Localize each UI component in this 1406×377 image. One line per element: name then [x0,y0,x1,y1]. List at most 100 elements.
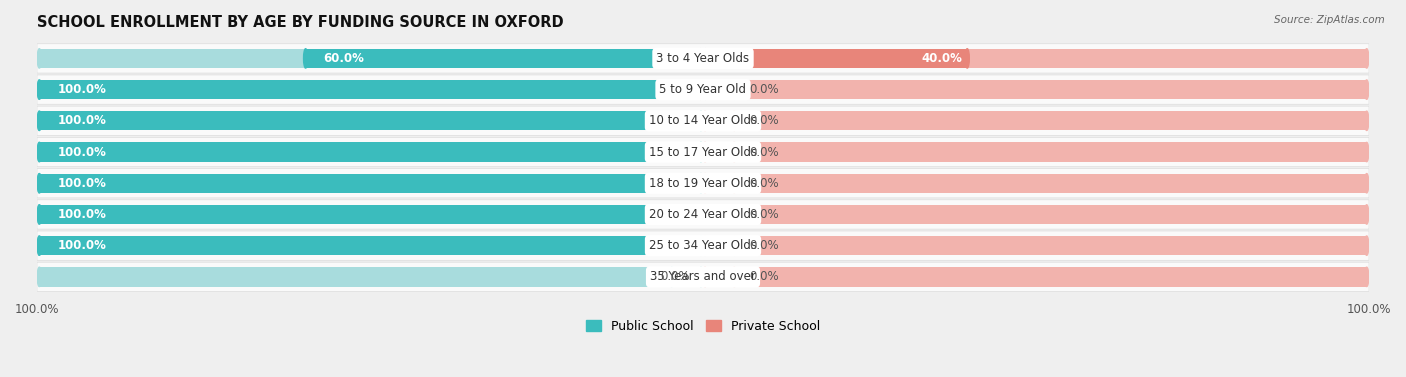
Circle shape [699,173,703,193]
Bar [39,205,702,224]
Text: 60.0%: 60.0% [323,52,364,65]
Circle shape [1365,205,1369,224]
Bar [305,49,702,68]
Circle shape [703,49,707,68]
Bar [39,80,702,99]
Bar [704,143,734,162]
Circle shape [965,49,969,68]
Bar [39,236,702,255]
Circle shape [37,236,41,255]
Circle shape [703,80,707,99]
Bar [704,80,1367,99]
Text: 10 to 14 Year Olds: 10 to 14 Year Olds [650,114,756,127]
Bar [704,267,734,287]
Text: 100.0%: 100.0% [58,146,105,158]
Bar [704,173,1367,193]
FancyBboxPatch shape [37,169,1369,198]
Text: 40.0%: 40.0% [922,52,963,65]
Circle shape [1365,80,1369,99]
Circle shape [703,205,707,224]
Circle shape [37,80,41,99]
Circle shape [699,49,703,68]
Circle shape [37,267,41,287]
Circle shape [699,173,703,193]
Text: 100.0%: 100.0% [58,114,105,127]
FancyBboxPatch shape [37,231,1369,261]
Text: 35 Years and over: 35 Years and over [650,270,756,284]
Circle shape [37,80,41,99]
Circle shape [699,143,703,162]
Bar [704,143,1367,162]
Bar [704,267,1367,287]
Circle shape [37,111,41,130]
Circle shape [669,267,673,287]
Text: Source: ZipAtlas.com: Source: ZipAtlas.com [1274,15,1385,25]
Circle shape [1365,111,1369,130]
Circle shape [699,111,703,130]
Circle shape [703,49,707,68]
Bar [704,111,1367,130]
Circle shape [699,236,703,255]
Circle shape [37,143,41,162]
FancyBboxPatch shape [37,137,1369,167]
Circle shape [699,267,703,287]
Circle shape [37,205,41,224]
FancyBboxPatch shape [37,106,1369,135]
Text: 5 to 9 Year Old: 5 to 9 Year Old [659,83,747,96]
Circle shape [703,236,707,255]
Circle shape [733,143,737,162]
Text: SCHOOL ENROLLMENT BY AGE BY FUNDING SOURCE IN OXFORD: SCHOOL ENROLLMENT BY AGE BY FUNDING SOUR… [37,15,564,30]
Legend: Public School, Private School: Public School, Private School [581,314,825,337]
Circle shape [733,111,737,130]
Circle shape [304,49,308,68]
Circle shape [699,80,703,99]
Bar [39,267,702,287]
Circle shape [703,111,707,130]
Bar [39,80,702,99]
Circle shape [37,173,41,193]
Circle shape [703,205,707,224]
Text: 0.0%: 0.0% [749,270,779,284]
Bar [704,111,734,130]
Circle shape [703,173,707,193]
Text: 0.0%: 0.0% [749,146,779,158]
Bar [39,111,702,130]
Bar [704,173,734,193]
Text: 100.0%: 100.0% [58,177,105,190]
Bar [39,111,702,130]
Bar [39,143,702,162]
Bar [704,205,734,224]
Circle shape [733,205,737,224]
Circle shape [703,236,707,255]
Text: 100.0%: 100.0% [58,239,105,252]
Circle shape [37,236,41,255]
Circle shape [37,205,41,224]
Bar [704,236,1367,255]
Bar [704,236,734,255]
Circle shape [699,143,703,162]
Circle shape [37,173,41,193]
Circle shape [703,267,707,287]
Text: 0.0%: 0.0% [749,177,779,190]
Text: 18 to 19 Year Olds: 18 to 19 Year Olds [650,177,756,190]
Circle shape [699,236,703,255]
Circle shape [703,143,707,162]
Circle shape [703,173,707,193]
Circle shape [1365,143,1369,162]
Circle shape [699,111,703,130]
Circle shape [1365,173,1369,193]
Text: 100.0%: 100.0% [58,83,105,96]
Circle shape [1365,236,1369,255]
Circle shape [37,49,41,68]
Text: 0.0%: 0.0% [749,208,779,221]
Circle shape [37,111,41,130]
Text: 0.0%: 0.0% [749,239,779,252]
Bar [704,80,734,99]
Circle shape [1365,49,1369,68]
Bar [39,49,702,68]
Circle shape [699,267,703,287]
Bar [704,49,967,68]
Bar [39,236,702,255]
Circle shape [703,111,707,130]
Circle shape [1365,267,1369,287]
